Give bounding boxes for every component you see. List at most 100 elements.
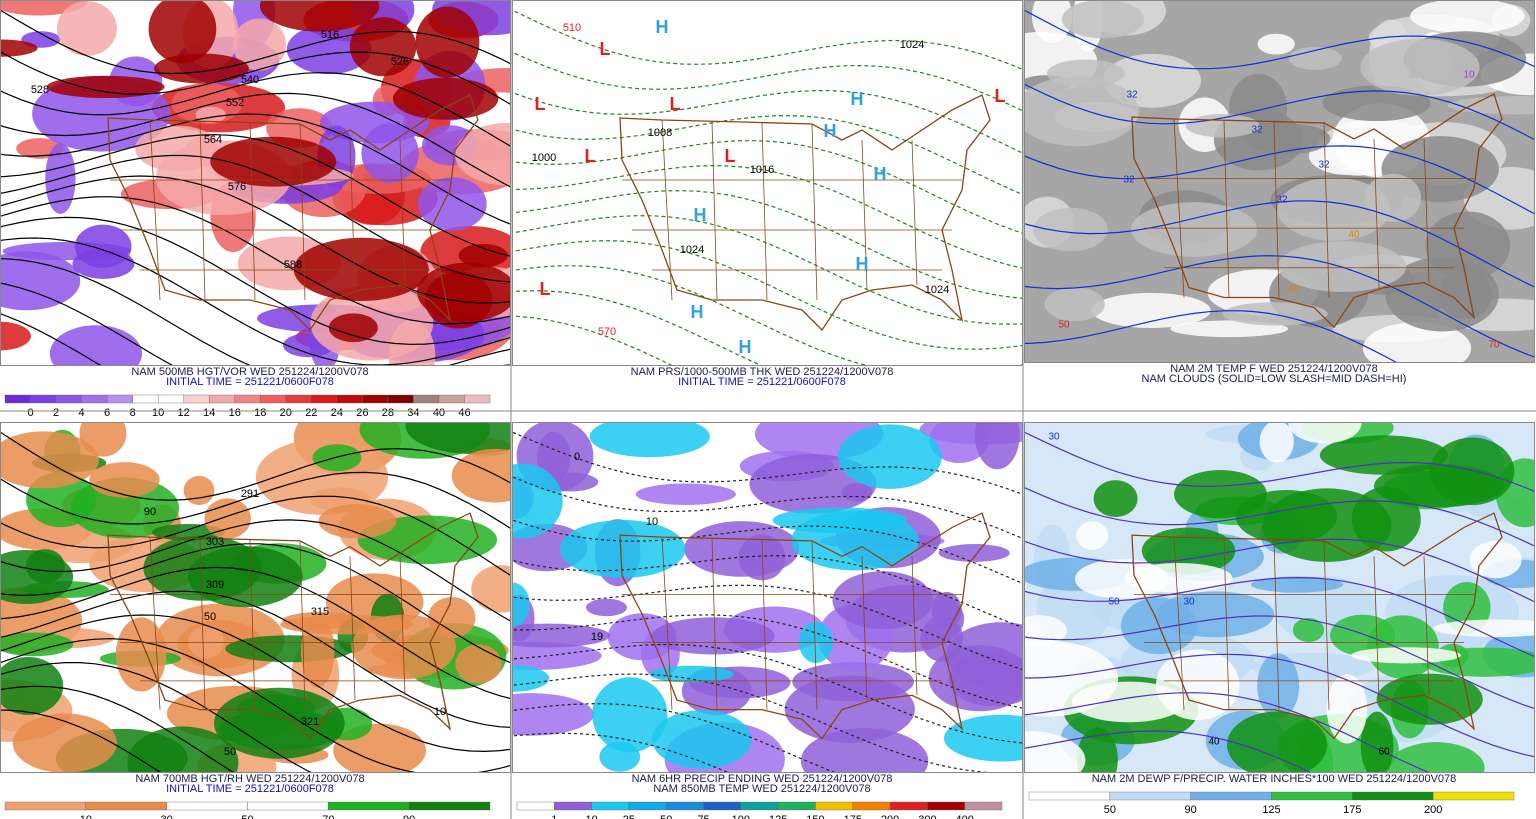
field-blob bbox=[1044, 287, 1105, 322]
map-label: 32 bbox=[1123, 175, 1135, 186]
field-blob bbox=[1288, 46, 1342, 71]
map-label: 1024 bbox=[925, 284, 949, 296]
field-blob bbox=[938, 544, 1010, 562]
field-blob bbox=[46, 75, 165, 99]
state-lines bbox=[1134, 118, 1474, 298]
map-label: H bbox=[691, 302, 704, 322]
colorbar-swatch bbox=[247, 801, 329, 811]
contour-line bbox=[0, 614, 510, 753]
contour-line bbox=[1024, 538, 1534, 603]
field-blob bbox=[1351, 647, 1461, 664]
field-blob bbox=[210, 136, 337, 187]
field-blob bbox=[1262, 488, 1392, 562]
contour-line bbox=[0, 216, 510, 345]
colorbar-swatch bbox=[1028, 791, 1111, 801]
field-blob bbox=[1257, 33, 1295, 55]
colorbar-swatch bbox=[1271, 791, 1353, 801]
field-blob bbox=[188, 625, 225, 659]
country-outline bbox=[619, 94, 991, 332]
contour-line bbox=[512, 89, 1022, 154]
map-label: 564 bbox=[204, 134, 222, 146]
map-label: 30 bbox=[1183, 597, 1195, 608]
caption: NAM 700MB HGT/RH WED 251224/1200V078 bbox=[135, 773, 364, 785]
contour-line bbox=[1024, 730, 1312, 772]
map-label: 60 bbox=[1378, 747, 1390, 758]
colorbar-label: 25 bbox=[623, 814, 635, 819]
colorbar-swatch bbox=[516, 801, 555, 811]
field-blob bbox=[1288, 422, 1362, 444]
field-blob bbox=[195, 106, 227, 123]
map-label: 321 bbox=[301, 716, 319, 728]
field-blob bbox=[1330, 614, 1396, 656]
field-blob bbox=[74, 224, 132, 269]
field-blob bbox=[0, 549, 74, 605]
field-blob bbox=[974, 422, 1020, 470]
contour-line bbox=[0, 196, 510, 325]
map-label: 315 bbox=[311, 606, 329, 618]
colorbar-swatch bbox=[132, 394, 159, 404]
map-label: 50 bbox=[204, 611, 216, 623]
field-blob bbox=[1245, 123, 1331, 155]
contour-line bbox=[512, 140, 1022, 234]
caption: NAM PRS/1000-500MB THK WED 251224/1200V0… bbox=[631, 366, 894, 378]
contour-line bbox=[1024, 145, 1534, 215]
field-blob bbox=[1429, 437, 1515, 506]
field-blob bbox=[49, 325, 143, 365]
field-blob bbox=[1033, 207, 1108, 252]
field-blob bbox=[232, 18, 287, 71]
field-blob bbox=[458, 243, 508, 267]
colorbar-swatch bbox=[852, 801, 891, 811]
map: 528 540 552 564 576 588 526 516 bbox=[0, 0, 510, 365]
map-label: 10 bbox=[646, 516, 658, 528]
map: 291 303 309 315 321 50 90 10 50 bbox=[0, 422, 510, 772]
panel: LLLLLLLHHHHHHHH1000100810161024102410245… bbox=[512, 0, 1023, 388]
field-blob bbox=[791, 510, 920, 571]
map-label: 552 bbox=[226, 97, 244, 109]
colorbar-label: 90 bbox=[1185, 804, 1197, 816]
field-blob bbox=[652, 710, 752, 769]
colorbar-swatch bbox=[964, 801, 1003, 811]
colorbar-label: 10 bbox=[80, 814, 92, 819]
field-blob bbox=[0, 632, 74, 657]
colorbar-swatch bbox=[285, 394, 312, 404]
panel: 0 10 19 NAM 6HR PRECIP ENDING WED 251224/12… bbox=[512, 422, 1023, 819]
colorbar-swatch bbox=[927, 801, 965, 811]
colorbar-swatch bbox=[815, 801, 853, 811]
colorbar-label: 4 bbox=[79, 407, 85, 419]
panel: 291 303 309 315 321 50 90 10 50 NAM 700MB HGT/RH … bbox=[0, 422, 511, 819]
contour-line bbox=[0, 237, 510, 365]
contour-line bbox=[512, 51, 1022, 112]
field-blob bbox=[1250, 576, 1344, 593]
colorbar-swatch bbox=[591, 801, 630, 811]
field-blob bbox=[392, 77, 499, 120]
field-blob bbox=[312, 444, 362, 472]
colorbar-label: 10 bbox=[585, 814, 597, 819]
state-lines bbox=[110, 119, 450, 301]
colorbar-swatch bbox=[166, 801, 248, 811]
map-label: 40 bbox=[1348, 230, 1360, 241]
colorbar-swatch bbox=[4, 394, 31, 404]
field-blob bbox=[512, 693, 594, 736]
field-blob bbox=[607, 613, 677, 661]
colorbar-swatch bbox=[328, 801, 410, 811]
field-blob bbox=[1360, 38, 1480, 96]
contour-line bbox=[512, 265, 1022, 365]
map-label: 50 bbox=[224, 746, 236, 758]
field-blob bbox=[424, 271, 492, 329]
colorbar-label: 22 bbox=[305, 407, 317, 419]
map-label: L bbox=[585, 146, 596, 166]
map-label: 570 bbox=[598, 326, 616, 338]
field-blob bbox=[1438, 269, 1492, 320]
caption: NAM 500MB HGT/VOR WED 251224/1200V078 bbox=[131, 366, 368, 378]
colorbar-label: 50 bbox=[1104, 804, 1116, 816]
contour-line bbox=[1024, 692, 1430, 772]
contour-line bbox=[0, 313, 102, 365]
field-blob bbox=[183, 475, 215, 506]
field-blob bbox=[920, 615, 964, 662]
colorbar-swatch bbox=[413, 394, 440, 404]
colorbar-swatch bbox=[234, 394, 261, 404]
colorbar-label: 12 bbox=[178, 407, 190, 419]
caption: NAM 6HR PRECIP ENDING WED 251224/1200V07… bbox=[632, 773, 893, 785]
colorbar-label: 0 bbox=[27, 407, 33, 419]
colorbar-label: 100 bbox=[732, 814, 750, 819]
